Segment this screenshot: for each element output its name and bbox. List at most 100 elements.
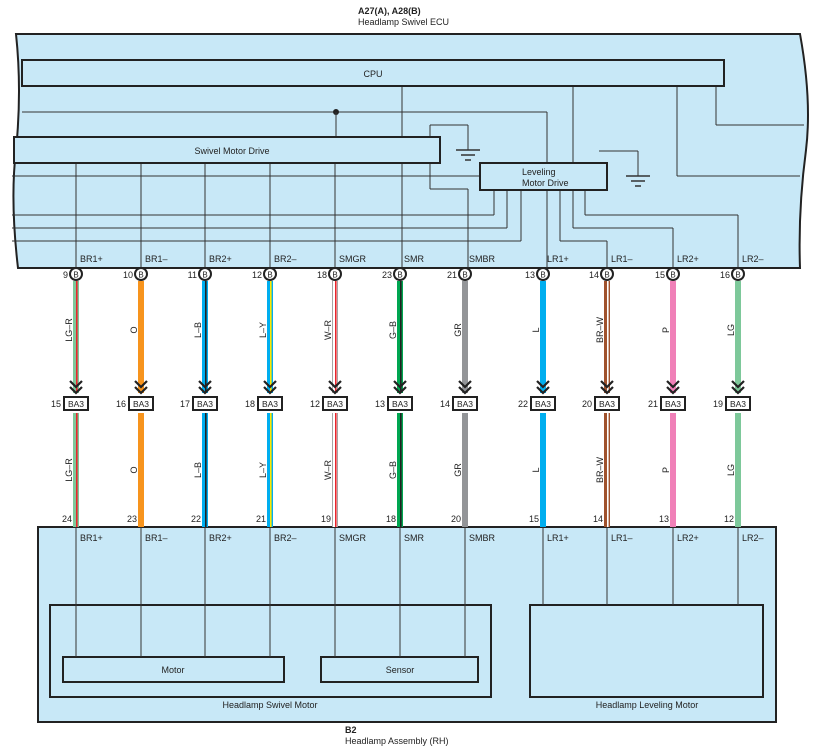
wire-color-code: L–Y	[258, 322, 268, 338]
assembly-pin-signal: LR2–	[742, 533, 764, 543]
junction-name: BA3	[392, 399, 408, 409]
leveling-motor-drive-box	[479, 162, 608, 191]
assembly-pin-number: 15	[529, 514, 539, 524]
ecu-pin-signal: SMBR	[469, 254, 496, 264]
ecu-pin-number: 14	[589, 270, 599, 280]
wire-color-code: O	[129, 466, 139, 473]
junction-name: BA3	[68, 399, 84, 409]
junction-name: BA3	[197, 399, 213, 409]
junction-name: BA3	[730, 399, 746, 409]
ecu-pin-circle	[666, 267, 680, 281]
ecu-pin-circle	[263, 267, 277, 281]
assembly-pin-number: 23	[127, 514, 137, 524]
ecu-connector-letter: B	[462, 271, 467, 280]
wire-color-code: GR	[453, 463, 463, 477]
ecu-pin-circle	[328, 267, 342, 281]
chevron-down-icon	[134, 386, 148, 395]
wire-color-code: LG	[726, 324, 736, 336]
junction-name: BA3	[665, 399, 681, 409]
assembly-pin-number: 13	[659, 514, 669, 524]
wire-color-code: L	[531, 467, 541, 472]
ecu-connector-letter: B	[73, 271, 78, 280]
wire-color-code: L–Y	[258, 462, 268, 478]
wire-color-code: G–B	[388, 321, 398, 339]
assembly-name: Headlamp Assembly (RH)	[345, 736, 449, 746]
ecu-pin-signal: SMR	[404, 254, 425, 264]
junction-connector	[387, 396, 413, 411]
chevron-down-icon	[731, 386, 745, 395]
junction-pin-number: 15	[51, 399, 61, 409]
ecu-pin-signal: BR1+	[80, 254, 103, 264]
junction-pin-number: 12	[310, 399, 320, 409]
junction-connector	[660, 396, 686, 411]
junction-pin-number: 17	[180, 399, 190, 409]
junction-connector	[128, 396, 154, 411]
chevron-down-icon	[198, 386, 212, 395]
swivel-motor-drive-label: Swivel Motor Drive	[194, 146, 269, 156]
ecu-connector-letter: B	[670, 271, 675, 280]
motor-label: Motor	[161, 665, 184, 675]
junction-pin-number: 14	[440, 399, 450, 409]
junction-name: BA3	[133, 399, 149, 409]
ecu-pin-circle	[134, 267, 148, 281]
chevron-down-icon	[69, 380, 83, 389]
assembly-pin-number: 24	[62, 514, 72, 524]
chevron-down-icon	[458, 386, 472, 395]
assembly-pin-signal: BR1–	[145, 533, 168, 543]
ecu-name: Headlamp Swivel ECU	[358, 17, 449, 27]
ecu-connector-letter: B	[267, 271, 272, 280]
wire-color-code: LG	[726, 464, 736, 476]
assembly-pin-signal: LR1+	[547, 533, 569, 543]
junction-pin-number: 16	[116, 399, 126, 409]
ecu-pin-signal: LR2–	[742, 254, 764, 264]
junction-pin-number: 19	[713, 399, 723, 409]
junction-connector	[63, 396, 89, 411]
ecu-pin-signal: BR1–	[145, 254, 168, 264]
leveling-motor-label: Headlamp Leveling Motor	[596, 700, 699, 710]
ecu-pin-number: 21	[447, 270, 457, 280]
ecu-pin-number: 11	[188, 270, 197, 280]
ecu-connector-letter: B	[202, 271, 207, 280]
leveling-drive-label: Leveling	[522, 167, 556, 177]
assembly-pin-signal: SMBR	[469, 533, 496, 543]
junction-connector	[192, 396, 218, 411]
junction-connector	[725, 396, 751, 411]
junction-pin-number: 21	[648, 399, 658, 409]
ecu-pin-circle	[731, 267, 745, 281]
chevron-down-icon	[69, 386, 83, 395]
ecu-connector-letter: B	[397, 271, 402, 280]
wire-color-code: LG–R	[64, 458, 74, 482]
ecu-pin-circle	[69, 267, 83, 281]
chevron-down-icon	[666, 386, 680, 395]
chevron-down-icon	[536, 386, 550, 395]
chevron-down-icon	[536, 380, 550, 389]
ecu-pin-signal: BR2–	[274, 254, 297, 264]
ecu-pin-signal: LR2+	[677, 254, 699, 264]
ecu-pin-signal: BR2+	[209, 254, 232, 264]
leveling-drive-label: Motor Drive	[522, 178, 569, 188]
assembly-pin-number: 22	[191, 514, 201, 524]
assembly-pin-number: 20	[451, 514, 461, 524]
ecu-pin-number: 18	[317, 270, 327, 280]
ecu-pin-circle	[536, 267, 550, 281]
junction-pin-number: 18	[245, 399, 255, 409]
junction-connector	[257, 396, 283, 411]
assembly-pin-number: 14	[593, 514, 603, 524]
sensor-label: Sensor	[386, 665, 415, 675]
chevron-down-icon	[263, 380, 277, 389]
chevron-down-icon	[134, 380, 148, 389]
assembly-pin-signal: BR2–	[274, 533, 297, 543]
chevron-down-icon	[328, 386, 342, 395]
wire-color-code: G–B	[388, 461, 398, 479]
ecu-pin-circle	[393, 267, 407, 281]
ecu-pin-number: 23	[382, 270, 392, 280]
wire-color-code: O	[129, 326, 139, 333]
chevron-down-icon	[328, 380, 342, 389]
ecu-pin-signal: SMGR	[339, 254, 367, 264]
chevron-down-icon	[666, 380, 680, 389]
chevron-down-icon	[393, 386, 407, 395]
assembly-pin-number: 19	[321, 514, 331, 524]
junction-connector	[452, 396, 478, 411]
wire-color-code: L–B	[193, 322, 203, 338]
